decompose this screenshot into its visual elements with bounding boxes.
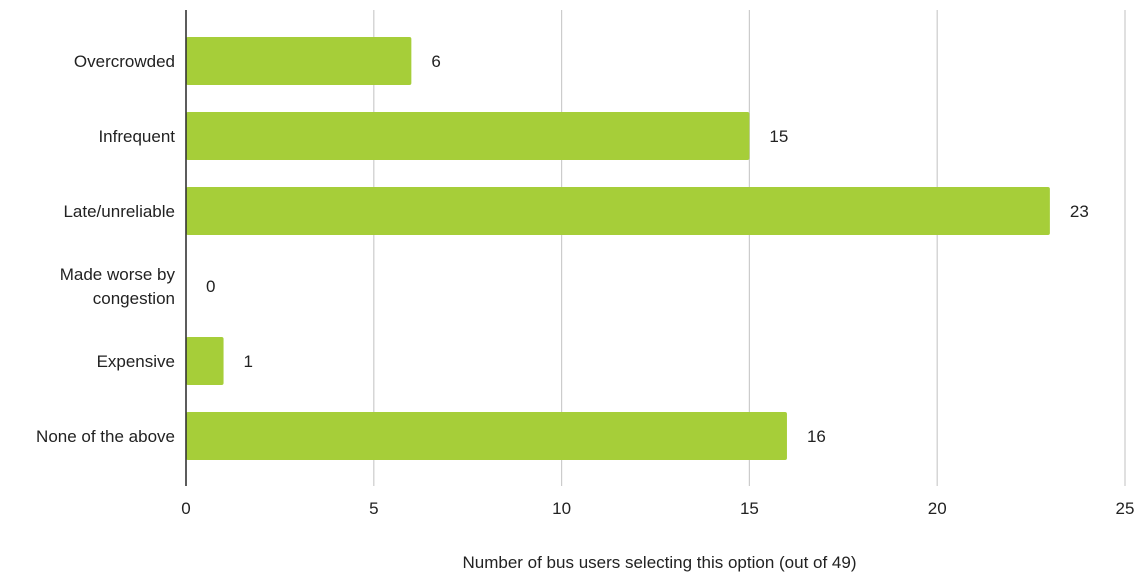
category-label-3: Made worse by congestion [60, 265, 176, 308]
category-labels: Overcrowded Infrequent Late/unreliable Made… [36, 52, 175, 446]
data-label-1: 15 [769, 127, 788, 146]
category-label-0: Overcrowded [74, 52, 175, 71]
bar-2 [186, 187, 1050, 235]
x-tick-label-20: 20 [928, 499, 947, 518]
category-label-line: Expensive [97, 352, 175, 371]
category-label-line: None of the above [36, 427, 175, 446]
x-tick-label-10: 10 [552, 499, 571, 518]
gridlines [373, 10, 1126, 486]
category-label-line: Overcrowded [74, 52, 175, 71]
x-tick-label-25: 25 [1116, 499, 1135, 518]
bars [186, 37, 1050, 460]
x-axis-title: Number of bus users selecting this optio… [462, 553, 856, 572]
x-axis-ticks: 0 5 10 15 20 25 [181, 499, 1134, 518]
category-label-line: congestion [93, 289, 175, 308]
bar-0 [186, 37, 412, 85]
x-tick-label-0: 0 [181, 499, 190, 518]
category-label-5: None of the above [36, 427, 175, 446]
data-label-2: 23 [1070, 202, 1089, 221]
category-label-1: Infrequent [98, 127, 175, 146]
data-label-4: 1 [244, 352, 253, 371]
bar-4 [186, 337, 224, 385]
bar-1 [186, 112, 750, 160]
data-label-0: 6 [431, 52, 440, 71]
category-label-2: Late/unreliable [63, 202, 175, 221]
data-labels: 6 15 23 0 1 16 [206, 52, 1089, 446]
category-label-4: Expensive [97, 352, 175, 371]
bar-5 [186, 412, 787, 460]
x-tick-label-15: 15 [740, 499, 759, 518]
data-label-3: 0 [206, 277, 215, 296]
category-label-line: Infrequent [98, 127, 175, 146]
data-label-5: 16 [807, 427, 826, 446]
category-label-line: Made worse by [60, 265, 176, 284]
category-label-line: Late/unreliable [63, 202, 175, 221]
x-tick-label-5: 5 [369, 499, 378, 518]
